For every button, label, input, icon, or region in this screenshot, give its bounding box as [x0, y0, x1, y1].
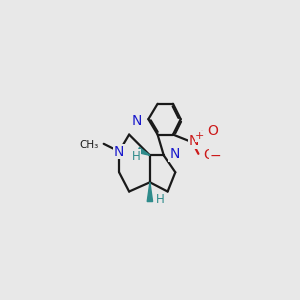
Text: N: N — [169, 147, 179, 161]
Polygon shape — [147, 182, 153, 202]
Text: N: N — [132, 114, 142, 128]
Text: +: + — [195, 131, 205, 141]
Text: CH₃: CH₃ — [79, 140, 98, 150]
Text: H: H — [156, 193, 165, 206]
Text: −: − — [210, 149, 222, 163]
Text: N: N — [189, 134, 199, 148]
Text: H: H — [132, 150, 140, 163]
Text: O: O — [208, 124, 218, 139]
Text: O: O — [203, 148, 214, 162]
Text: N: N — [114, 145, 124, 158]
Polygon shape — [137, 148, 150, 155]
